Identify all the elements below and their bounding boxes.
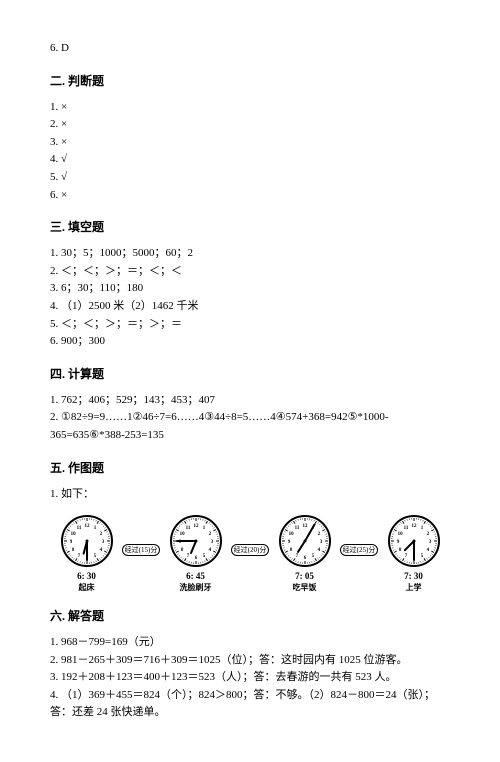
svg-text:11: 11 xyxy=(294,526,299,531)
clock-label-3: 吃早饭 xyxy=(293,582,317,593)
svg-text:11: 11 xyxy=(403,526,408,531)
clock-face-1: 123456789101112 xyxy=(59,513,115,569)
s2-item: 1. × xyxy=(50,99,450,117)
s5-lead: 1. 如下： xyxy=(50,486,450,504)
clock-block-2: 123456789101112 6: 45 洗脸刷牙 xyxy=(159,513,232,593)
s4-item: 1. 762；406；529；143；453；407 xyxy=(50,392,450,410)
s2-item: 2. × xyxy=(50,116,450,134)
clock-label-2: 洗脸刷牙 xyxy=(180,582,212,593)
section-6-title: 六. 解答题 xyxy=(50,607,450,624)
section-2-body: 1. × 2. × 3. × 4. √ 5. √ 6. × xyxy=(50,99,450,205)
clock-label-4: 上学 xyxy=(406,582,422,593)
arrow-1-text: 经过(15)分 xyxy=(122,544,161,556)
svg-text:10: 10 xyxy=(397,532,403,537)
s3-item: 6. 900；300 xyxy=(50,333,450,351)
clock-time-4: 7: 30 xyxy=(404,571,423,581)
s3-item: 1. 30；5；1000；5000；60；2 xyxy=(50,245,450,263)
s2-item: 4. √ xyxy=(50,151,450,169)
svg-text:12: 12 xyxy=(84,524,90,529)
s2-item: 5. √ xyxy=(50,169,450,187)
s2-item: 6. × xyxy=(50,187,450,205)
section-5-title: 五. 作图题 xyxy=(50,459,450,476)
svg-text:11: 11 xyxy=(185,526,190,531)
section-2-title: 二. 判断题 xyxy=(50,72,450,89)
page-root: 6. D 二. 判断题 1. × 2. × 3. × 4. √ 5. √ 6. … xyxy=(0,0,500,762)
section-6-body: 1. 968－799=169（元） 2. 981－265＋309＝716＋309… xyxy=(50,634,450,722)
s6-item: 1. 968－799=169（元） xyxy=(50,634,450,652)
section-4-body: 1. 762；406；529；143；453；407 2. ①82÷9=9……1… xyxy=(50,392,450,445)
svg-text:10: 10 xyxy=(179,532,185,537)
s3-item: 4. （1）2500 米（2）1462 千米 xyxy=(50,298,450,316)
clock-label-1: 起床 xyxy=(79,582,95,593)
clock-block-4: 123456789101112 7: 30 上学 xyxy=(377,513,450,593)
arrow-2-text: 经过(20)分 xyxy=(231,544,270,556)
clocks-row: 123456789101112 6: 30 起床 经过(15)分 1234567… xyxy=(50,513,450,593)
section-3-title: 三. 填空题 xyxy=(50,218,450,235)
svg-text:12: 12 xyxy=(302,524,308,529)
clock-face-4: 123456789101112 xyxy=(386,513,442,569)
s3-item: 3. 6；30；110；180 xyxy=(50,280,450,298)
s2-item: 3. × xyxy=(50,134,450,152)
section-3-body: 1. 30；5；1000；5000；60；2 2. ＜；＜；＞；＝；＜；＜ 3.… xyxy=(50,245,450,351)
clock-block-3: 123456789101112 7: 05 吃早饭 xyxy=(268,513,341,593)
svg-text:10: 10 xyxy=(288,532,294,537)
section-4-title: 四. 计算题 xyxy=(50,365,450,382)
s6-item: 3. 192＋208＋123＝400＋123＝523（人）；答：去春游的一共有 … xyxy=(50,669,450,687)
arrow-2: 经过(20)分 xyxy=(232,537,268,550)
s3-item: 2. ＜；＜；＞；＝；＜；＜ xyxy=(50,263,450,281)
svg-text:10: 10 xyxy=(70,532,76,537)
clock-time-2: 6: 45 xyxy=(186,571,205,581)
s6-item: 4. （1）369＋455＝824（个）；824＞800；答：不够。（2）824… xyxy=(50,687,450,722)
s4-item: 2. ①82÷9=9……1②46÷7=6……4③44÷8=5……4④574+36… xyxy=(50,409,450,444)
clock-face-2: 123456789101112 xyxy=(168,513,224,569)
arrow-3-text: 经过(25)分 xyxy=(340,544,379,556)
clock-time-3: 7: 05 xyxy=(295,571,314,581)
s6-item: 2. 981－265＋309＝716＋309＝1025（位）；答：这时园内有 1… xyxy=(50,652,450,670)
s3-item: 5. ＜；＜；＞；＝；＞；＝ xyxy=(50,316,450,334)
arrow-3: 经过(25)分 xyxy=(341,537,377,550)
svg-text:12: 12 xyxy=(411,524,417,529)
clock-time-1: 6: 30 xyxy=(77,571,96,581)
clock-block-1: 123456789101112 6: 30 起床 xyxy=(50,513,123,593)
arrow-1: 经过(15)分 xyxy=(123,537,159,550)
svg-text:12: 12 xyxy=(193,524,199,529)
clock-face-3: 123456789101112 xyxy=(277,513,333,569)
top-answer: 6. D xyxy=(50,40,450,58)
svg-text:11: 11 xyxy=(76,526,81,531)
